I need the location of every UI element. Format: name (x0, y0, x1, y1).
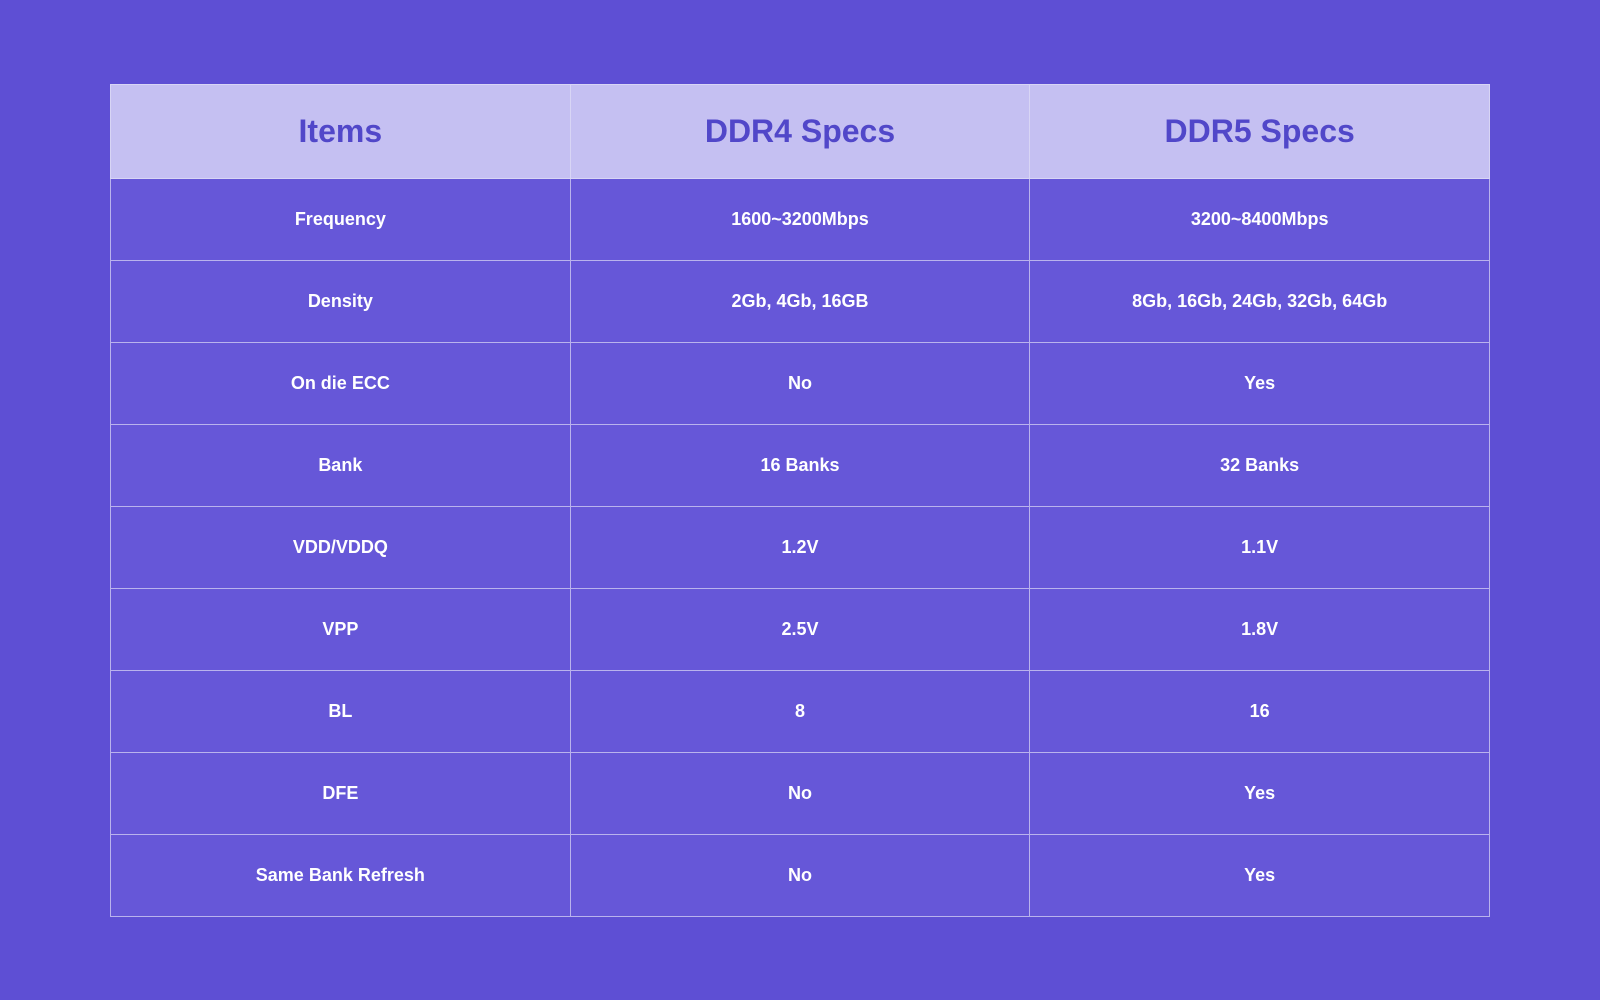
cell-item: Bank (111, 424, 571, 506)
cell-ddr5: 8Gb, 16Gb, 24Gb, 32Gb, 64Gb (1030, 260, 1490, 342)
cell-item: VDD/VDDQ (111, 506, 571, 588)
cell-ddr4: No (570, 834, 1030, 916)
cell-ddr5: Yes (1030, 752, 1490, 834)
table-row: BL 8 16 (111, 670, 1490, 752)
cell-ddr5: 32 Banks (1030, 424, 1490, 506)
table-row: On die ECC No Yes (111, 342, 1490, 424)
cell-ddr4: 1600~3200Mbps (570, 178, 1030, 260)
cell-ddr5: Yes (1030, 834, 1490, 916)
cell-ddr5: Yes (1030, 342, 1490, 424)
header-items: Items (111, 84, 571, 178)
cell-ddr4: 1.2V (570, 506, 1030, 588)
table-row: VDD/VDDQ 1.2V 1.1V (111, 506, 1490, 588)
table-row: VPP 2.5V 1.8V (111, 588, 1490, 670)
cell-ddr5: 3200~8400Mbps (1030, 178, 1490, 260)
table-row: Bank 16 Banks 32 Banks (111, 424, 1490, 506)
cell-ddr4: No (570, 752, 1030, 834)
table-row: Density 2Gb, 4Gb, 16GB 8Gb, 16Gb, 24Gb, … (111, 260, 1490, 342)
cell-item: On die ECC (111, 342, 571, 424)
ddr-comparison-table: Items DDR4 Specs DDR5 Specs Frequency 16… (110, 84, 1490, 917)
table-row: DFE No Yes (111, 752, 1490, 834)
table-row: Same Bank Refresh No Yes (111, 834, 1490, 916)
table-row: Frequency 1600~3200Mbps 3200~8400Mbps (111, 178, 1490, 260)
cell-item: Same Bank Refresh (111, 834, 571, 916)
comparison-table-container: Items DDR4 Specs DDR5 Specs Frequency 16… (110, 84, 1490, 917)
cell-ddr4: 8 (570, 670, 1030, 752)
cell-ddr5: 16 (1030, 670, 1490, 752)
cell-item: DFE (111, 752, 571, 834)
cell-item: Density (111, 260, 571, 342)
table-header-row: Items DDR4 Specs DDR5 Specs (111, 84, 1490, 178)
cell-item: BL (111, 670, 571, 752)
cell-ddr4: 2.5V (570, 588, 1030, 670)
cell-ddr5: 1.1V (1030, 506, 1490, 588)
cell-ddr4: 16 Banks (570, 424, 1030, 506)
cell-ddr4: No (570, 342, 1030, 424)
header-ddr5: DDR5 Specs (1030, 84, 1490, 178)
cell-item: Frequency (111, 178, 571, 260)
cell-item: VPP (111, 588, 571, 670)
cell-ddr4: 2Gb, 4Gb, 16GB (570, 260, 1030, 342)
header-ddr4: DDR4 Specs (570, 84, 1030, 178)
cell-ddr5: 1.8V (1030, 588, 1490, 670)
